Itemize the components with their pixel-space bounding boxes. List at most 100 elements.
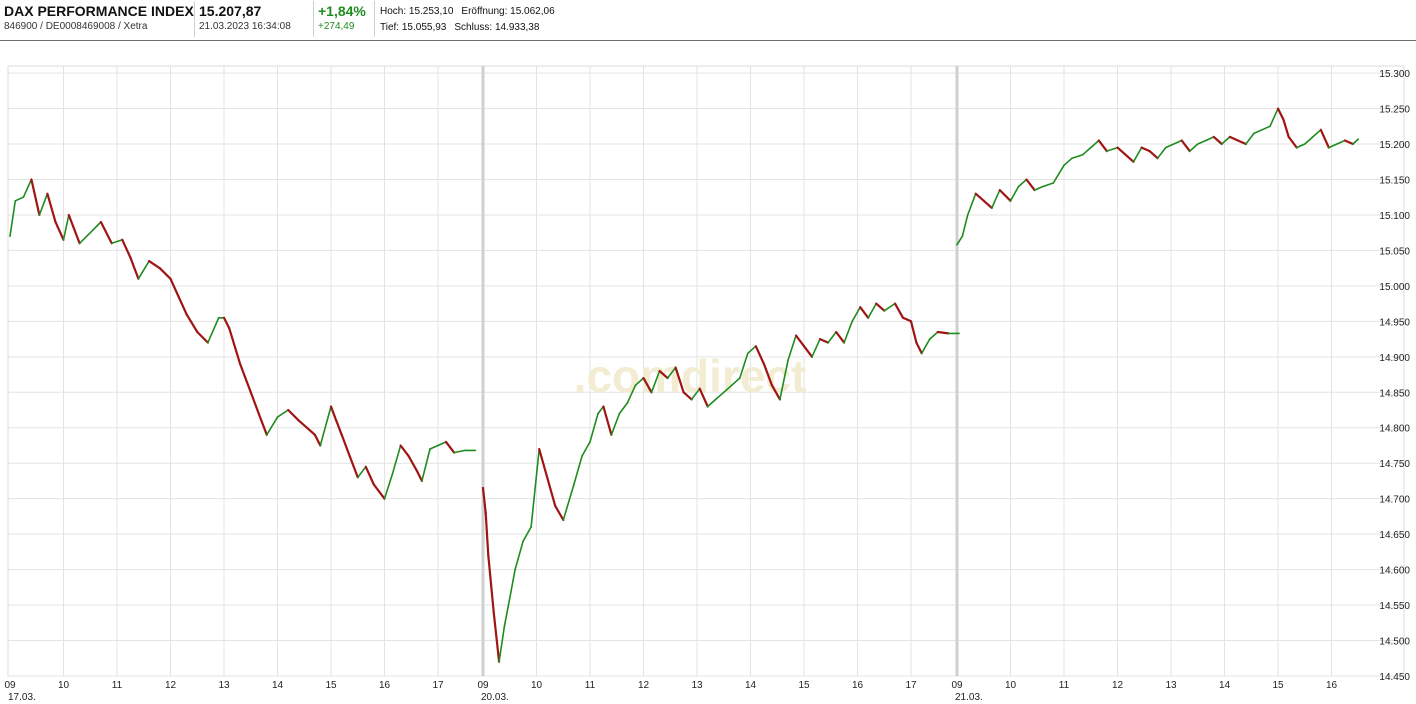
series-segment-up (1090, 139, 1100, 149)
series-segment-up (356, 465, 367, 479)
y-tick-label: 14.500 (1379, 637, 1410, 648)
series-segment-up (1328, 143, 1338, 149)
series-segment-up (746, 345, 757, 355)
series-segment-down (658, 369, 669, 380)
x-tick-label: 12 (1112, 680, 1124, 691)
series-segment-up (1312, 129, 1322, 138)
series-segment-up (1245, 132, 1255, 145)
series-segment-up (581, 441, 591, 457)
series-segment-down (399, 444, 410, 458)
series-segment-up (437, 441, 447, 447)
x-tick-label: 11 (112, 680, 123, 691)
x-tick-label: 15 (325, 680, 337, 691)
series-segment-up (730, 377, 741, 387)
series-segment-up (89, 221, 102, 234)
series-segment-down (46, 192, 57, 224)
y-tick-label: 15.300 (1379, 69, 1410, 80)
series-segment-down (492, 611, 501, 663)
chart-grid (7, 65, 1405, 677)
series-segment-up (634, 377, 645, 387)
x-tick-label: 16 (379, 680, 391, 691)
x-tick-label: 09 (4, 680, 16, 691)
series-segment-down (682, 391, 693, 401)
series-segment-down (1140, 146, 1151, 153)
y-tick-label: 15.200 (1379, 140, 1410, 151)
series-segment-down (305, 426, 316, 436)
y-tick-label: 15.150 (1379, 175, 1410, 186)
x-tick-label: 10 (1005, 680, 1017, 691)
series-segment-down (875, 302, 886, 312)
series-segment-up (618, 402, 629, 415)
series-segment-down (260, 419, 268, 436)
series-segment-up (110, 239, 124, 245)
x-tick-label: 14 (1219, 680, 1231, 691)
instrument-ids: 846900 / DE0008469008 / Xetra (4, 21, 148, 32)
series-segment-down (982, 199, 993, 209)
series-segment-down (1180, 139, 1191, 153)
series-segment-up (9, 200, 17, 237)
last-price: 15.207,87 (199, 3, 262, 19)
series-segment-down (674, 366, 685, 394)
series-segment-up (851, 306, 862, 323)
x-tick-label: 10 (58, 680, 70, 691)
series-segment-down (121, 238, 132, 259)
series-segment-up (421, 448, 431, 482)
series-segment-down (158, 267, 172, 280)
series-segment-up (966, 192, 977, 216)
instrument-block: DAX PERFORMANCE INDEX 846900 / DE0008469… (4, 0, 194, 38)
y-tick-label: 14.600 (1379, 566, 1410, 577)
series-segment-up (690, 387, 701, 401)
y-tick-label: 14.750 (1379, 459, 1410, 470)
header-divider (194, 1, 195, 37)
series-segment-up (1352, 138, 1360, 145)
series-segment-down (444, 440, 456, 454)
series-segment-up (1164, 143, 1175, 149)
series-segment-up (1063, 157, 1073, 167)
series-segment-up (650, 370, 661, 394)
x-tick-label: 09 (477, 680, 489, 691)
series-segment-up (22, 178, 33, 198)
series-segment-down (642, 377, 653, 394)
series-segment-down (936, 330, 950, 335)
series-segment-up (207, 316, 220, 344)
series-segment-down (698, 387, 709, 408)
series-segment-up (1269, 107, 1279, 128)
series-segment-down (762, 362, 774, 387)
series-segment-up (265, 416, 279, 436)
series-segment-up (522, 526, 532, 543)
high-label: Hoch: (380, 6, 407, 17)
series-segment-down (1282, 118, 1290, 139)
y-tick-label: 14.450 (1379, 672, 1410, 683)
intraday-chart[interactable]: .comdirect 15.300 15.250 15.200 15.150 15.10… (0, 40, 1416, 704)
series-segment-down (546, 476, 557, 507)
x-tick-label: 16 (852, 680, 864, 691)
y-tick-label: 14.650 (1379, 530, 1410, 541)
series-segment-down (834, 330, 846, 344)
y-tick-label: 15.250 (1379, 105, 1410, 116)
series-segment-down (901, 316, 913, 323)
x-date-label: 21.03. (955, 692, 983, 703)
series-segment-up (391, 444, 402, 475)
series-segment-up (383, 472, 394, 500)
y-tick-label: 15.100 (1379, 211, 1410, 222)
series-segment-up (276, 409, 290, 418)
series-segment-down (148, 260, 161, 270)
series-segment-up (514, 540, 524, 571)
x-tick-label: 12 (165, 680, 177, 691)
series-segment-up (508, 568, 516, 599)
x-tick-label: 10 (531, 680, 543, 691)
series-segment-up (714, 391, 725, 401)
low-label: Tief: (380, 22, 400, 33)
series-segment-up (1261, 125, 1271, 131)
series-segment-down (415, 469, 423, 482)
series-segment-up (1197, 139, 1207, 145)
series-segment-down (1276, 107, 1285, 121)
change-absolute: +274,49 (318, 21, 355, 32)
series-segment-up (1009, 185, 1020, 202)
series-segment-up (827, 331, 837, 344)
series-segment-up (787, 334, 797, 362)
series-segment-down (554, 504, 565, 522)
x-date-label: 20.03. (481, 692, 509, 703)
series-segment-up (779, 359, 789, 401)
y-axis: 15.300 15.250 15.200 15.150 15.100 15.050 15.0… (1379, 69, 1410, 683)
